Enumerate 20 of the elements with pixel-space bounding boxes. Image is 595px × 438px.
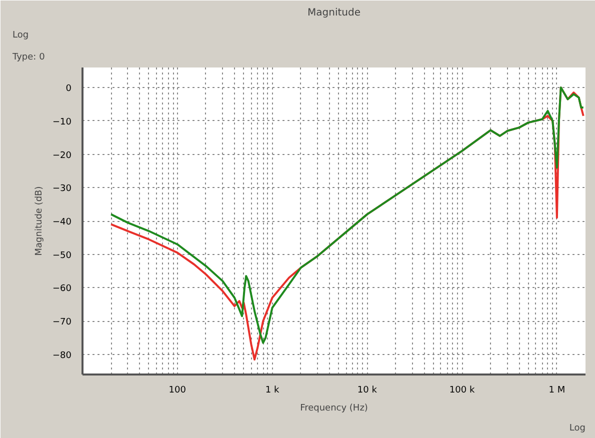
x-tick-label: 100 k <box>449 386 476 396</box>
y-tick-label: −70 <box>52 318 72 328</box>
y-axis-title: Magnitude (dB) <box>34 186 45 256</box>
chart-title: Magnitude <box>308 8 360 18</box>
text: Type: 0 <box>12 52 46 62</box>
x-tick-label: 1 M <box>548 386 566 396</box>
y-tick-label: −10 <box>52 117 72 128</box>
text: Log <box>569 424 586 434</box>
x-tick-label: 100 <box>168 386 186 396</box>
text: Log <box>12 30 29 40</box>
y-tick-label: −40 <box>52 218 72 228</box>
y-tick-label: 0 <box>66 84 72 94</box>
y-tick-label: −20 <box>52 150 72 161</box>
x-tick-label: 1 k <box>265 386 280 396</box>
y-tick-label: −30 <box>52 184 72 194</box>
y-tick-label: −80 <box>52 350 72 361</box>
y-tick-label: −50 <box>52 250 72 261</box>
y-tick-label: −60 <box>52 284 72 294</box>
x-tick-label: 10 k <box>357 386 378 396</box>
x-axis-title: Frequency (Hz) <box>300 404 368 414</box>
